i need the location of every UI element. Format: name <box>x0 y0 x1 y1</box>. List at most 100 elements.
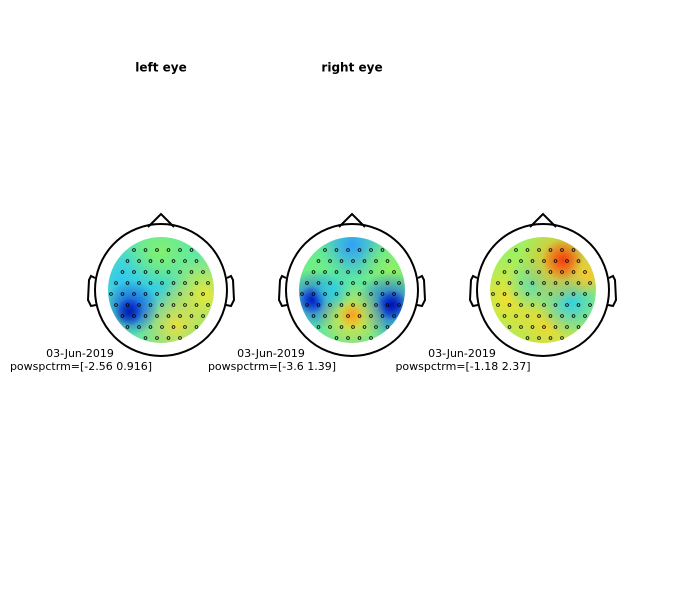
electrode <box>155 336 159 340</box>
electrode <box>583 270 587 274</box>
topoplot <box>86 212 236 357</box>
electrode <box>155 292 159 296</box>
electrode <box>565 259 569 263</box>
electrode <box>548 270 553 274</box>
electrode <box>576 259 581 263</box>
electrode <box>323 270 327 274</box>
electrode <box>571 314 576 318</box>
electrode <box>542 259 546 263</box>
electrode <box>351 325 355 329</box>
panel-range: powspctrm=[-2.56 0.916] <box>10 360 152 373</box>
electrode <box>316 281 321 285</box>
electrode <box>183 303 187 307</box>
electrode <box>311 314 316 318</box>
electrode <box>316 303 321 307</box>
electrode <box>194 281 199 285</box>
electrode <box>120 314 125 318</box>
electrode <box>502 292 507 296</box>
nose <box>529 212 557 228</box>
electrode <box>132 270 136 274</box>
electrode <box>194 259 199 263</box>
electrode <box>397 281 401 285</box>
electrode <box>571 292 576 296</box>
electrode <box>334 248 339 252</box>
electrode <box>496 303 500 307</box>
electrode <box>171 259 176 263</box>
electrode <box>502 314 507 318</box>
electrode <box>201 314 205 318</box>
electrode <box>583 314 587 318</box>
electrode <box>143 270 148 274</box>
electrode <box>392 270 396 274</box>
electrode <box>351 281 355 285</box>
electrode <box>143 314 148 318</box>
electrode <box>560 336 564 340</box>
electrode <box>385 259 390 263</box>
electrode <box>160 303 164 307</box>
electrode <box>148 259 153 263</box>
electrode <box>166 248 171 252</box>
electrode <box>525 314 530 318</box>
electrode <box>530 281 535 285</box>
electrode <box>514 270 518 274</box>
electrode <box>305 281 309 285</box>
panel-title: left eye <box>135 61 187 75</box>
electrode <box>502 270 507 274</box>
electrode <box>576 325 581 329</box>
electrode <box>137 325 141 329</box>
electrode <box>530 325 535 329</box>
electrode <box>206 303 210 307</box>
electrode <box>553 303 558 307</box>
electrode <box>334 270 339 274</box>
electrode <box>514 248 518 252</box>
electrode <box>160 325 164 329</box>
electrode <box>328 259 332 263</box>
electrode <box>178 314 182 318</box>
color-blob <box>311 269 353 311</box>
panel-date: 03-Jun-2019 <box>237 347 305 360</box>
ear-left <box>468 274 479 308</box>
ear-right <box>416 274 427 308</box>
electrode <box>328 281 332 285</box>
electrode <box>114 303 118 307</box>
electrode <box>553 281 558 285</box>
electrode <box>548 248 553 252</box>
electrode <box>178 270 182 274</box>
electrode <box>137 303 141 307</box>
electrode <box>114 281 118 285</box>
electrode <box>560 314 564 318</box>
electrode <box>362 281 367 285</box>
electrode <box>305 303 309 307</box>
electrode <box>143 248 148 252</box>
electrode <box>155 248 159 252</box>
head <box>476 223 610 357</box>
electrode <box>206 281 210 285</box>
electrode <box>369 270 373 274</box>
topography <box>299 237 405 343</box>
electrode <box>357 314 362 318</box>
electrode <box>323 292 327 296</box>
electrode <box>548 314 553 318</box>
electrode <box>380 292 385 296</box>
electrode <box>166 270 171 274</box>
electrode <box>148 281 153 285</box>
electrode <box>194 303 199 307</box>
electrode <box>583 292 587 296</box>
electrode <box>537 292 541 296</box>
electrode <box>519 259 523 263</box>
electrode <box>525 336 530 340</box>
electrode <box>171 303 176 307</box>
topography <box>108 237 214 343</box>
electrode <box>178 248 182 252</box>
electrode <box>155 270 159 274</box>
electrode <box>160 281 164 285</box>
electrode <box>507 325 512 329</box>
electrode <box>328 325 332 329</box>
panel-date: 03-Jun-2019 <box>46 347 114 360</box>
electrode <box>560 292 564 296</box>
electrode <box>357 292 362 296</box>
electrode <box>300 292 304 296</box>
ear-right <box>607 274 618 308</box>
electrode <box>143 292 148 296</box>
